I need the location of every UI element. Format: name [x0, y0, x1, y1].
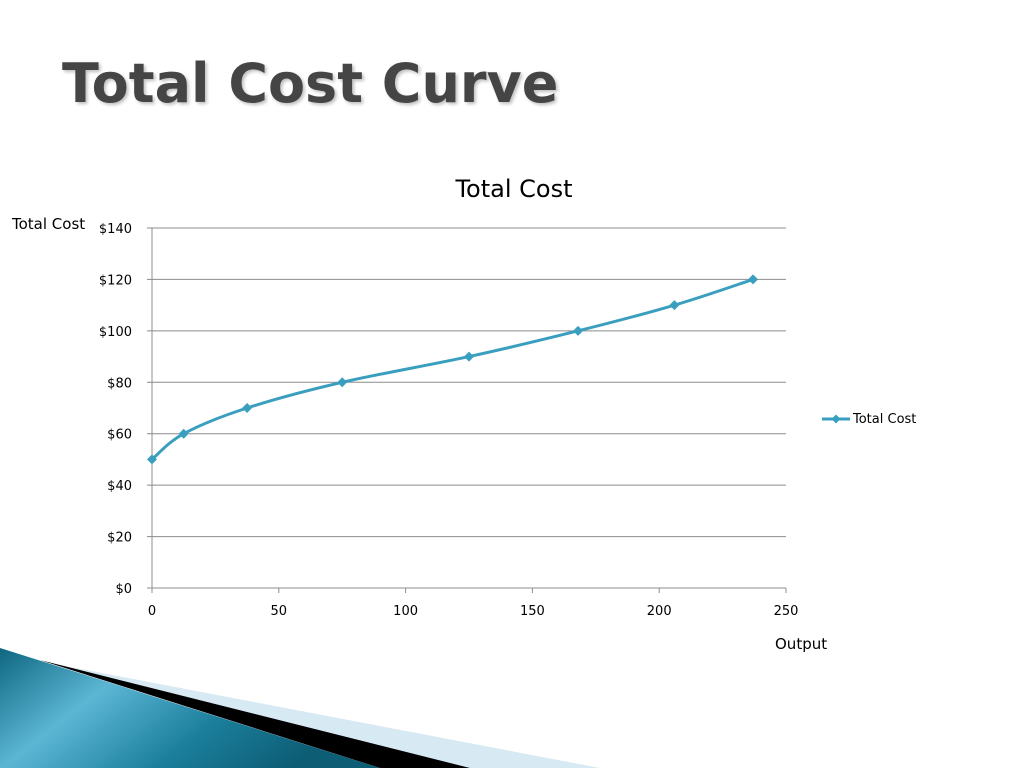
- data-point-marker: [573, 325, 584, 336]
- black-swoosh: [40, 660, 470, 768]
- chart-title: Total Cost: [454, 175, 572, 203]
- x-tick-label: 0: [148, 604, 156, 619]
- legend-label: Total Cost: [852, 412, 916, 427]
- y-tick-label: $140: [99, 222, 132, 237]
- data-point-marker: [147, 454, 157, 465]
- series-layer: [147, 274, 759, 465]
- y-tick-label: $120: [99, 273, 132, 288]
- axes: [147, 227, 787, 593]
- tick-labels: $0 $20 $40 $60 $80 $100 $120 $140 0 50 100 150 200 25…: [99, 222, 799, 619]
- gridlines: [152, 227, 786, 538]
- legend: Total Cost: [822, 412, 916, 427]
- x-tick-label: 200: [647, 604, 672, 619]
- data-point-marker: [748, 274, 759, 285]
- x-tick-label: 250: [774, 604, 799, 619]
- y-tick-label: $40: [107, 479, 132, 494]
- total-cost-series-line: [151, 278, 754, 461]
- data-point-marker: [464, 351, 474, 362]
- y-tick-label: $100: [99, 325, 132, 340]
- y-tick-label: $80: [107, 376, 132, 391]
- data-point-marker: [669, 300, 680, 311]
- data-point-marker: [242, 403, 253, 413]
- x-tick-label: 100: [393, 604, 418, 619]
- teal-swoosh: [0, 648, 380, 768]
- legend-marker-swatch: [831, 414, 841, 424]
- y-tick-label: $0: [115, 582, 132, 597]
- data-point-marker: [178, 428, 189, 439]
- y-tick-label: $20: [107, 531, 132, 546]
- x-axis-label: Output: [775, 635, 827, 653]
- y-axis-label: Total Cost: [11, 215, 85, 233]
- x-tick-label: 150: [520, 604, 545, 619]
- data-point-marker: [337, 377, 348, 388]
- light-blue-swoosh: [60, 665, 600, 768]
- x-tick-label: 50: [271, 604, 288, 619]
- y-tick-label: $60: [107, 428, 132, 443]
- slide-title: Total Cost Curve: [62, 52, 559, 115]
